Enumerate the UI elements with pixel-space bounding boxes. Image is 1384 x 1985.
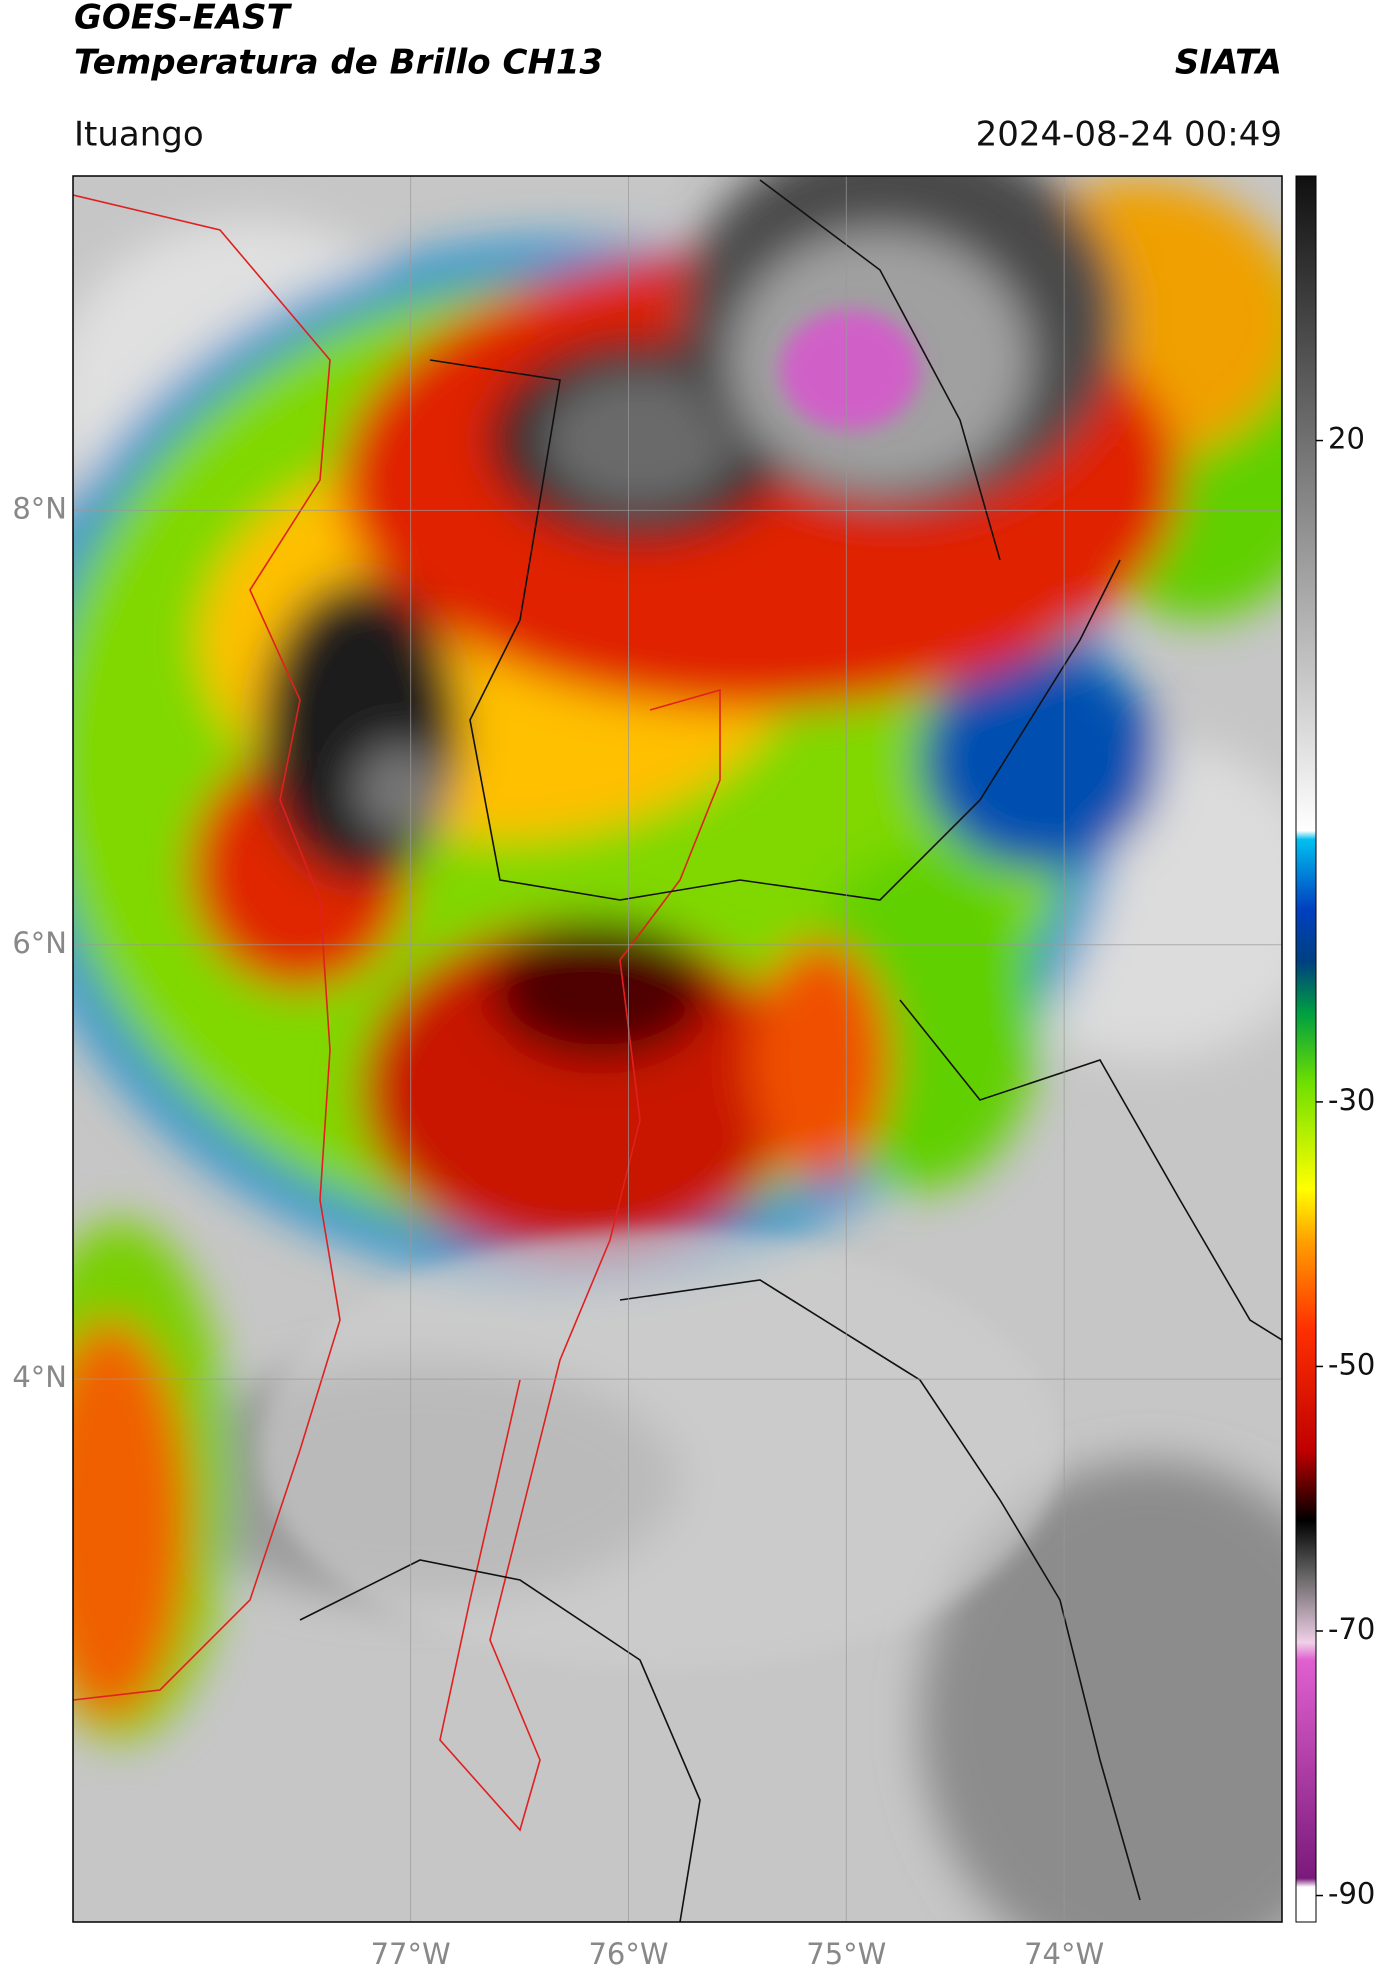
colorbar-tick-label: -30 <box>1328 1083 1375 1117</box>
location: Ituango <box>74 115 204 155</box>
colorbar-tick-label: -70 <box>1328 1612 1375 1646</box>
x-tick-label: 77°W <box>371 1937 451 1971</box>
x-tick-label: 75°W <box>806 1937 886 1971</box>
colorbar <box>1295 175 1317 1923</box>
x-tick-label: 76°W <box>588 1937 668 1971</box>
grid <box>73 176 1282 1922</box>
colorbar-tick-label: 20 <box>1328 422 1365 456</box>
y-tick-label: 6°N <box>12 926 67 960</box>
colorbar-tick-label: -50 <box>1328 1347 1375 1381</box>
title: GOES-EAST <box>74 0 293 38</box>
satellite-image <box>73 176 1282 1922</box>
plot-frame <box>72 175 1283 1923</box>
colorbar-tick-label: -90 <box>1328 1877 1375 1911</box>
datetime: 2024-08-24 00:49 <box>976 115 1282 155</box>
source: SIATA <box>1175 43 1282 83</box>
subtitle: Temperatura de Brillo CH13 <box>74 43 603 83</box>
cold-tops <box>260 310 1060 1670</box>
y-tick-label: 8°N <box>12 491 67 525</box>
borders <box>73 179 1282 1922</box>
x-tick-label: 74°W <box>1024 1937 1104 1971</box>
y-tick-label: 4°N <box>12 1360 67 1394</box>
